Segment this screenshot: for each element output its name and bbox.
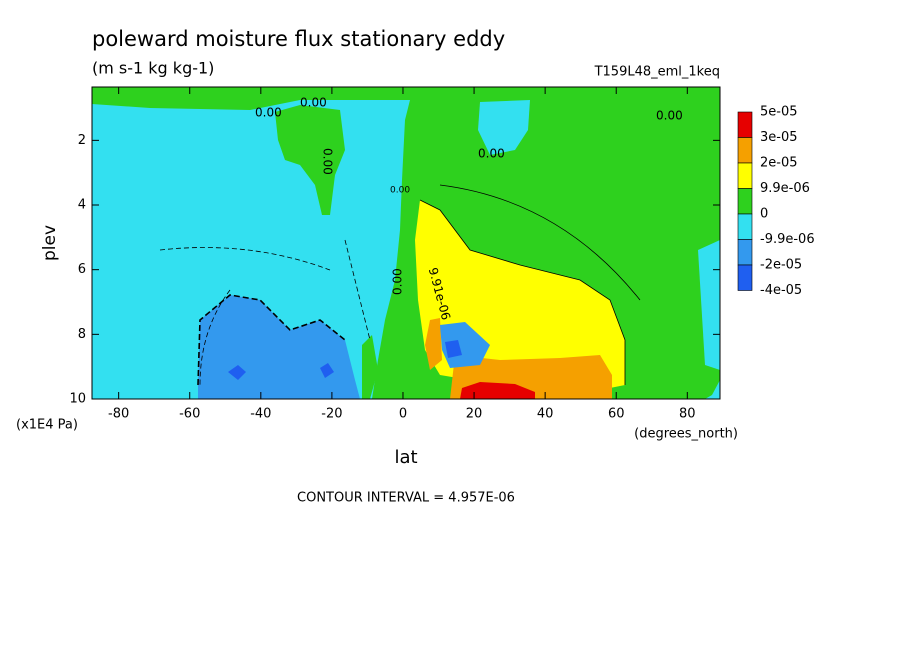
- colorbar-box: [737, 264, 753, 291]
- y-tick-label: 2: [78, 133, 86, 148]
- region: [460, 382, 535, 399]
- colorbar-box: [737, 162, 753, 189]
- y-units: (x1E4 Pa): [16, 418, 78, 433]
- contour-field: [92, 87, 720, 399]
- contour-label: 0.00: [255, 106, 282, 120]
- x-tick-label: 40: [537, 407, 554, 422]
- x-tick-label: 0: [399, 407, 407, 422]
- x-tick-label: -40: [250, 407, 271, 422]
- y-axis-label: plev: [40, 225, 60, 261]
- x-units: (degrees_north): [634, 427, 738, 442]
- contour-line: [419, 184, 641, 385]
- colorbar-label: 9.9e-06: [760, 181, 810, 196]
- y-tick-label: 4: [78, 198, 86, 213]
- colorbar-label: 0: [760, 207, 768, 222]
- footer: CONTOUR INTERVAL = 4.957E-06: [297, 491, 515, 506]
- contour-label: 0.00: [390, 186, 410, 196]
- colorbar-label: -9.9e-06: [760, 232, 815, 247]
- y-tick-label: 8: [78, 327, 86, 342]
- plot-frame: [91, 86, 721, 400]
- x-tick-label: -60: [179, 407, 200, 422]
- region: [362, 335, 378, 399]
- colorbar-box: [737, 188, 753, 215]
- chart-subtitle: (m s-1 kg kg-1): [92, 59, 214, 78]
- chart-title: poleward moisture flux stationary eddy: [92, 27, 505, 51]
- x-tick-label: 80: [679, 407, 696, 422]
- colorbar-label: 2e-05: [760, 156, 798, 171]
- x-tick-label: 60: [608, 407, 625, 422]
- x-tick-label: -20: [321, 407, 342, 422]
- x-tick-label: -80: [108, 407, 129, 422]
- x-tick-label: 20: [466, 407, 483, 422]
- annotation: T159L48_eml_1keq: [594, 65, 720, 80]
- colorbar-box: [737, 239, 753, 266]
- x-axis-label: lat: [394, 447, 417, 468]
- colorbar-label: -2e-05: [760, 258, 802, 273]
- colorbar-label: 5e-05: [760, 105, 798, 120]
- contour-label: 0.00: [300, 96, 327, 110]
- contour-label: 0.00: [656, 109, 683, 123]
- contour-line: [159, 239, 371, 386]
- region: [275, 105, 345, 215]
- colorbar-label: -4e-05: [760, 283, 802, 298]
- region: [698, 240, 720, 370]
- y-tick-label: 6: [78, 262, 86, 277]
- region: [320, 363, 334, 378]
- contour-line: [197, 294, 346, 386]
- contour-label: 0.00: [391, 268, 405, 295]
- contour-label: 0.00: [478, 147, 505, 161]
- region: [478, 100, 530, 155]
- colorbar-box: [737, 137, 753, 164]
- region: [445, 340, 462, 358]
- region: [425, 318, 442, 370]
- colorbar-box: [737, 111, 753, 138]
- contour-label: 0.00: [321, 148, 335, 175]
- colorbar-label: 3e-05: [760, 130, 798, 145]
- y-tick-label: 10: [69, 392, 86, 407]
- region: [228, 365, 246, 380]
- colorbar-box: [737, 213, 753, 240]
